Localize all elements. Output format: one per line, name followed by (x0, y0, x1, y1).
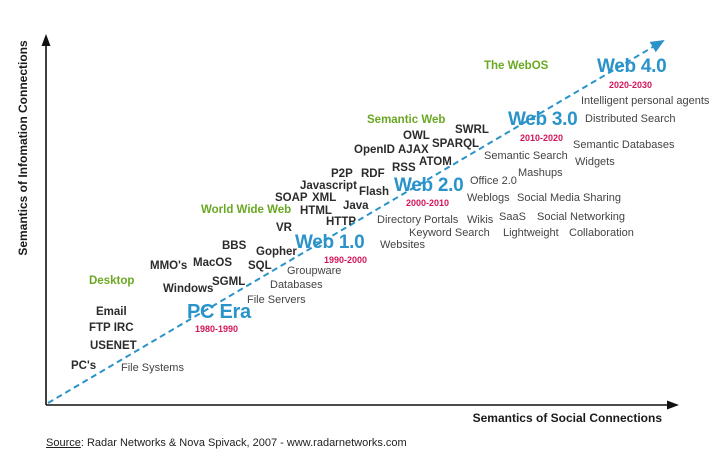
tech-sql: SQL (248, 260, 272, 272)
app-wikis: Wikis (467, 214, 494, 226)
era-web4: Web 4.0 (597, 56, 667, 77)
era-web3: Web 3.0 (508, 109, 578, 130)
app-semantic-databases: Semantic Databases (573, 139, 675, 151)
app-office-2-0: Office 2.0 (470, 175, 517, 187)
era-web1-years: 1990-2000 (324, 255, 368, 265)
tech-rss: RSS (392, 162, 416, 174)
tech-windows: Windows (163, 283, 214, 295)
category-world-wide-web: World Wide Web (201, 204, 292, 216)
app-groupware: Groupware (287, 265, 342, 277)
app-social-media-sharing: Social Media Sharing (517, 192, 621, 204)
tech-http: HTTP (326, 216, 357, 228)
tech-soap: SOAP (275, 192, 308, 204)
y-axis-title: Semantics of Infomation Connections (16, 40, 30, 256)
app-directory-portals: Directory Portals (377, 214, 459, 226)
tech-p2p: P2P (331, 168, 353, 180)
app-file-systems: File Systems (121, 362, 184, 374)
tech-pcs: PC's (71, 360, 97, 372)
tech-atom: ATOM (419, 156, 452, 168)
tech-ftp-irc: FTP IRC (89, 322, 134, 334)
y-axis-arrowhead (41, 34, 51, 46)
era-web4-years: 2020-2030 (609, 80, 653, 90)
tech-openid: OpenID (354, 144, 395, 156)
tech-gopher: Gopher (256, 246, 297, 258)
tech-bbs: BBS (222, 240, 247, 252)
tech-rdf: RDF (361, 168, 385, 180)
era-pc-era-years: 1980-1990 (195, 324, 239, 334)
x-axis-title: Semantics of Social Connections (472, 411, 662, 425)
tech-javascript: Javascript (300, 180, 357, 192)
app-social-networking: Social Networking (537, 211, 626, 223)
category-semantic-web: Semantic Web (367, 114, 446, 126)
tech-usenet: USENET (90, 340, 137, 352)
app-mashups: Mashups (518, 167, 563, 179)
trend-arrow (47, 39, 665, 404)
app-collaboration: Collaboration (569, 227, 634, 239)
app-databases: Databases (270, 279, 323, 291)
category-desktop: Desktop (89, 275, 135, 287)
tech-sgml: SGML (212, 276, 246, 288)
source-caption: Source: Radar Networks & Nova Spivack, 2… (46, 437, 407, 449)
category-the-webos: The WebOS (484, 60, 549, 72)
tech-vr: VR (276, 222, 292, 234)
tech-flash: Flash (359, 186, 390, 198)
app-weblogs: Weblogs (467, 192, 510, 204)
tech-xml: XML (312, 192, 337, 204)
tech-html: HTML (300, 205, 332, 217)
x-axis-arrowhead (667, 400, 679, 410)
source-text: : Radar Networks & Nova Spivack, 2007 - … (80, 437, 407, 449)
app-semantic-search: Semantic Search (484, 150, 568, 162)
tech-email: Email (96, 306, 127, 318)
source-label: Source (46, 437, 81, 449)
era-web2: Web 2.0 (394, 175, 464, 196)
tech-swrl: SWRL (455, 124, 489, 136)
app-file-servers: File Servers (247, 294, 306, 306)
app-lightweight: Lightweight (503, 227, 559, 239)
app-websites: Websites (380, 239, 426, 251)
era-web1: Web 1.0 (295, 232, 365, 253)
tech-mmos: MMO's (150, 260, 188, 272)
tech-sparql: SPARQL (432, 138, 480, 150)
app-intelligent-personal-agents: Intelligent personal agents (581, 95, 710, 107)
app-keyword-search: Keyword Search (409, 227, 490, 239)
tech-owl: OWL (403, 130, 430, 142)
era-pc-era: PC Era (187, 301, 251, 323)
era-web2-years: 2000-2010 (406, 198, 450, 208)
app-distributed-search: Distributed Search (585, 113, 676, 125)
app-saas: SaaS (499, 211, 526, 223)
tech-ajax: AJAX (398, 144, 429, 156)
era-web3-years: 2010-2020 (520, 133, 564, 143)
tech-java: Java (343, 200, 369, 212)
app-widgets: Widgets (575, 156, 615, 168)
tech-macos: MacOS (193, 257, 232, 269)
